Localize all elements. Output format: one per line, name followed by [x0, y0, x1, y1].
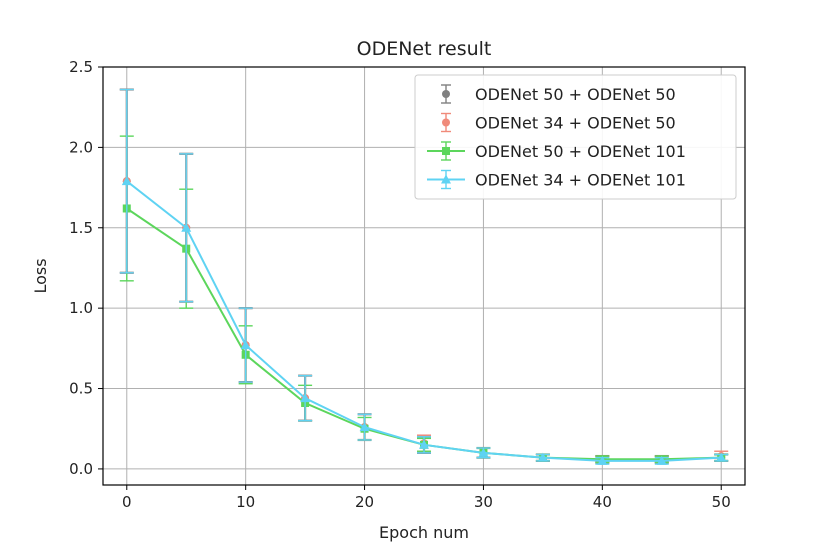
- y-tick-label: 1.0: [69, 299, 93, 317]
- legend: ODENet 50 + ODENet 50 ODENet 34 + ODENet …: [414, 74, 737, 200]
- x-tick-label: 40: [593, 493, 612, 511]
- x-tick-label: 0: [122, 493, 132, 511]
- data-point: [419, 439, 429, 449]
- x-tick-label: 10: [236, 493, 255, 511]
- data-point: [597, 455, 608, 465]
- y-tick-label: 1.5: [69, 219, 93, 237]
- legend-label: ODENet 34 + ODENet 50: [475, 114, 676, 133]
- y-tick-label: 2.5: [69, 58, 93, 76]
- y-tick-label: 0.5: [69, 380, 93, 398]
- data-point: [300, 393, 311, 403]
- legend-label: ODENet 34 + ODENet 101: [475, 171, 686, 190]
- x-tick-label: 50: [712, 493, 731, 511]
- x-tick-label: 30: [474, 493, 493, 511]
- x-axis-label: Epoch num: [379, 523, 469, 542]
- y-tick-label: 0.0: [69, 460, 93, 478]
- data-point: [478, 447, 489, 457]
- legend-label: ODENet 50 + ODENet 101: [475, 142, 686, 161]
- x-tick-label: 20: [355, 493, 374, 511]
- legend-handle: [427, 169, 465, 190]
- series-4: [119, 88, 729, 465]
- data-point: [537, 452, 548, 462]
- legend-handle: [441, 112, 451, 133]
- legend-marker: [441, 174, 451, 184]
- data-point: [240, 340, 251, 350]
- legend-marker: [442, 147, 450, 155]
- series-layer: [119, 88, 729, 465]
- chart-title: ODENet result: [357, 38, 492, 60]
- y-axis-label: Loss: [31, 258, 50, 293]
- legend-box: [414, 74, 737, 200]
- y-tick-label: 2.0: [69, 138, 93, 156]
- legend-label: ODENet 50 + ODENet 50: [475, 85, 676, 104]
- legend-handle: [441, 84, 451, 104]
- data-point: [656, 455, 667, 465]
- legend-marker: [442, 118, 450, 127]
- legend-handle: [427, 141, 465, 161]
- data-point: [181, 222, 192, 232]
- plot-frame: [102, 66, 746, 486]
- legend-marker: [442, 90, 450, 98]
- data-point: [121, 176, 132, 186]
- series-line: [126, 207, 722, 461]
- axis-ticks: 0 10 20 30 40 50 0.0 0.5 1.0 1.5 2.0 2.5: [69, 58, 731, 511]
- data-point: [359, 422, 370, 432]
- data-point: [716, 452, 727, 462]
- series-line: [126, 180, 722, 462]
